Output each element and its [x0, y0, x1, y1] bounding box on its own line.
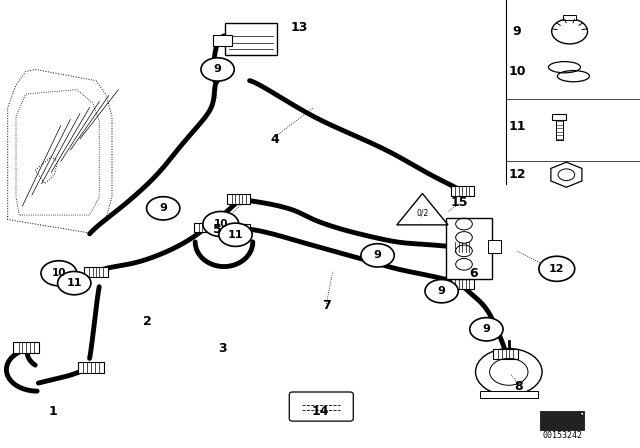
- Text: 3: 3: [218, 342, 227, 355]
- Circle shape: [41, 261, 77, 286]
- Bar: [556, 120, 563, 140]
- Circle shape: [201, 58, 234, 81]
- Bar: [194, 223, 217, 233]
- Bar: [227, 194, 250, 204]
- Text: 5: 5: [213, 223, 222, 236]
- Text: 10: 10: [214, 219, 228, 229]
- Circle shape: [470, 318, 503, 341]
- FancyBboxPatch shape: [225, 23, 277, 55]
- Bar: [488, 240, 501, 253]
- Text: 1: 1: [48, 405, 57, 418]
- Bar: [78, 362, 104, 373]
- Text: 9: 9: [159, 203, 167, 213]
- Bar: [552, 114, 566, 120]
- Text: 9: 9: [513, 25, 522, 38]
- FancyBboxPatch shape: [446, 218, 492, 279]
- Bar: [13, 342, 39, 353]
- Text: 9: 9: [438, 286, 445, 296]
- Text: 11: 11: [508, 120, 526, 133]
- Text: 10: 10: [52, 268, 66, 278]
- Text: 13: 13: [291, 21, 308, 34]
- Text: 9: 9: [483, 324, 490, 334]
- Bar: [84, 267, 108, 277]
- Polygon shape: [579, 412, 583, 416]
- Text: 11: 11: [67, 278, 82, 288]
- Text: 4: 4: [271, 133, 280, 146]
- Circle shape: [539, 256, 575, 281]
- Text: 0/2: 0/2: [416, 208, 429, 217]
- Bar: [563, 15, 576, 20]
- Circle shape: [203, 211, 239, 237]
- Bar: [493, 349, 518, 359]
- FancyBboxPatch shape: [540, 411, 584, 430]
- Circle shape: [361, 244, 394, 267]
- Circle shape: [58, 271, 91, 295]
- Text: 2: 2: [143, 315, 152, 328]
- Bar: [480, 391, 538, 398]
- FancyBboxPatch shape: [213, 35, 232, 46]
- Circle shape: [425, 280, 458, 303]
- FancyBboxPatch shape: [289, 392, 353, 421]
- Bar: [227, 224, 250, 233]
- Text: 9: 9: [214, 65, 221, 74]
- Text: 15: 15: [451, 196, 468, 209]
- Text: 7: 7: [322, 299, 331, 312]
- Text: 10: 10: [508, 65, 526, 78]
- Text: 9: 9: [374, 250, 381, 260]
- Text: 11: 11: [228, 230, 243, 240]
- Bar: [451, 186, 474, 196]
- Text: 12: 12: [508, 168, 526, 181]
- Text: 8: 8: [514, 379, 523, 393]
- Circle shape: [219, 223, 252, 246]
- Circle shape: [147, 197, 180, 220]
- Text: 6: 6: [469, 267, 478, 280]
- Text: 00153242: 00153242: [543, 431, 582, 440]
- Text: 12: 12: [549, 264, 564, 274]
- Bar: [451, 242, 474, 252]
- Bar: [451, 279, 474, 289]
- Text: 14: 14: [311, 405, 329, 418]
